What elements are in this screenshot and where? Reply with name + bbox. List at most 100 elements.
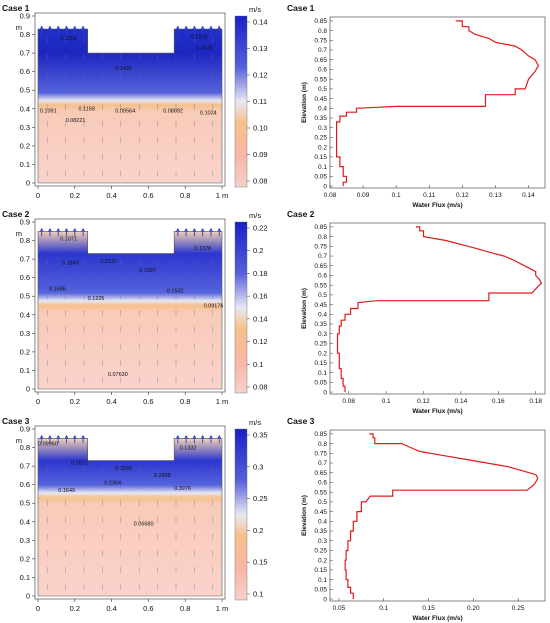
y-tick-label: 0.1 xyxy=(20,160,30,169)
inflow-arrowhead xyxy=(47,227,52,232)
contour-frame xyxy=(34,12,226,187)
profile-y-tick-label: 0.6 xyxy=(318,480,327,487)
profile-y-tick-label: 0.8 xyxy=(318,234,327,241)
colorbar-tick-label: 0.08 xyxy=(253,383,268,392)
profile-y-tick-label: 0.55 xyxy=(314,489,327,496)
colorbar-tick-label: 0.15 xyxy=(253,558,268,567)
profile-x-tick-label: 0.20 xyxy=(467,605,480,612)
profile-x-tick-label: 0.13 xyxy=(489,192,502,199)
colorbar-tick-label: 0.2 xyxy=(253,246,263,255)
x-tick-label: 0.8 xyxy=(180,397,190,406)
inflow-arrowhead xyxy=(175,25,180,30)
profile-y-tick-label: 0.05 xyxy=(314,587,327,594)
y-tick-label: 0.7 xyxy=(20,49,30,58)
profile-frame xyxy=(329,222,546,395)
profile-y-tick-label: 0.4 xyxy=(318,106,327,113)
inflow-arrowhead xyxy=(72,227,77,232)
inflow-arrowhead xyxy=(72,25,77,30)
profile-x-tick-label: 0.12 xyxy=(456,192,469,199)
y-unit-label: m xyxy=(16,23,22,32)
x-tick-label: 0.8 xyxy=(180,191,190,200)
y-tick-label: 0.7 xyxy=(20,255,30,264)
profile-y-tick-label: 0.5 xyxy=(318,499,327,506)
profile-y-tick-label: 0.1 xyxy=(318,577,327,584)
profile-y-tick-label: 0.1 xyxy=(318,164,327,171)
profile-x-tick-label: 0.1 xyxy=(392,192,401,199)
inflow-arrowhead xyxy=(175,434,180,439)
profile-x-tick-label: 0.09 xyxy=(357,192,370,199)
profile-y-tick-label: 0.2 xyxy=(318,144,327,151)
profile-y-tick-label: 0.55 xyxy=(314,282,327,289)
contour-frame xyxy=(34,425,226,600)
profile-x-tick-label: 0.14 xyxy=(522,192,535,199)
colorbar-tick-label: 0.10 xyxy=(253,124,268,133)
colorbar-units: m/s xyxy=(249,418,261,427)
colorbar-units: m/s xyxy=(249,211,261,220)
profile-x-axis-label: Water Flux (m/s) xyxy=(412,202,462,209)
y-tick-label: 0.4 xyxy=(20,517,30,526)
contour-value-label: 0.3976 xyxy=(174,486,191,492)
case-label: Case 3 xyxy=(2,416,30,426)
inflow-arrowhead xyxy=(47,25,52,30)
profile-y-tick-label: 0.5 xyxy=(318,86,327,93)
x-tick-label: 0.2 xyxy=(70,397,80,406)
inflow-arrowhead xyxy=(208,25,213,30)
case-label: Case 2 xyxy=(2,209,30,219)
profile-y-tick-label: 0.75 xyxy=(314,244,327,251)
panel-case-3: Case 3 0 0.2 0.4 0.6 0.8 1 m 0.9 0.8 0.7 0.6 0.5 0.4… xyxy=(2,416,546,622)
contour-value-label: 0.1332 xyxy=(180,445,197,451)
colorbar-tick-label: 0.35 xyxy=(253,431,268,440)
x-tick-label: 1 m xyxy=(216,397,229,406)
y-tick-label: 0 xyxy=(26,592,30,601)
profile-case-label: Case 1 xyxy=(287,3,315,13)
x-tick-label: 1 m xyxy=(216,191,229,200)
profile-y-tick-label: 0.65 xyxy=(314,57,327,64)
colorbar-scale xyxy=(234,221,248,394)
y-tick-label: 0.7 xyxy=(20,462,30,471)
profile-x-tick-label: 0.1 xyxy=(382,398,391,405)
colorbar-tick-label: 0.1 xyxy=(253,360,263,369)
colorbar-tick-label: 0.14 xyxy=(253,18,268,27)
profile-y-tick-label: 0.15 xyxy=(314,567,327,574)
contour-value-label: 0.08221 xyxy=(66,118,86,124)
panel-case-1: Case 1 0 0.2 0.4 0.6 0.8 1 m 0.9 0.8 0.7 0.6 0.5 0.4… xyxy=(2,3,546,209)
profile-y-tick-label: 0.15 xyxy=(314,360,327,367)
x-tick-label: 0 xyxy=(36,397,40,406)
y-tick-label: 0.8 xyxy=(20,443,30,452)
x-tick-label: 0 xyxy=(36,604,40,613)
profile-x-tick-label: 0.08 xyxy=(324,192,337,199)
contour-value-label: 0.08892 xyxy=(163,108,183,114)
profile-y-tick-label: 0.25 xyxy=(314,135,327,142)
colorbar-tick-label: 0.11 xyxy=(253,97,267,106)
profile-y-tick-label: 0.15 xyxy=(314,154,327,161)
profile-x-tick-label: 0.1 xyxy=(379,605,388,612)
inflow-arrowhead xyxy=(64,434,69,439)
seepage-domain xyxy=(37,437,223,597)
flux-profile-plot: Case 1 0.85 0.8 0.75 0.7 0.65 0.6 0.55 0.5 0.45 0.… xyxy=(287,3,546,209)
y-tick-label: 0.9 xyxy=(20,218,30,227)
inflow-arrowhead xyxy=(81,25,86,30)
colorbar-tick-label: 0.12 xyxy=(253,337,268,346)
contour-value-label: 0.1225 xyxy=(191,34,208,40)
y-tick-label: 0.5 xyxy=(20,292,30,301)
inflow-arrowhead xyxy=(56,25,61,30)
inflow-arrowhead xyxy=(47,434,52,439)
contour-value-label: 0.09564 xyxy=(115,108,135,114)
colorbar-tick-label: 0.3 xyxy=(253,462,263,471)
velocity-contour-plot: 0 0.2 0.4 0.6 0.8 1 m 0.9 0.8 0.7 0.6 0.5 0.4 0.3 0.2… xyxy=(16,218,229,407)
profile-frame xyxy=(329,429,546,602)
profile-y-tick-label: 0.5 xyxy=(318,292,327,299)
profile-y-tick-label: 0.45 xyxy=(314,96,327,103)
y-tick-label: 0.3 xyxy=(20,536,30,545)
inflow-arrowhead xyxy=(208,227,213,232)
inflow-arrowhead xyxy=(184,25,189,30)
y-tick-label: 0.3 xyxy=(20,123,30,132)
profile-y-tick-label: 0.05 xyxy=(314,174,327,181)
x-tick-label: 0.2 xyxy=(70,191,80,200)
contour-value-label: 0.3265 xyxy=(115,466,132,472)
colorbar: m/s 0.14 0.13 0.12 0.11 0.10 0.09 0.08 xyxy=(234,5,268,188)
y-unit-label: m xyxy=(16,436,22,445)
colorbar-tick-label: 0.12 xyxy=(253,71,268,80)
seepage-domain xyxy=(37,230,223,390)
